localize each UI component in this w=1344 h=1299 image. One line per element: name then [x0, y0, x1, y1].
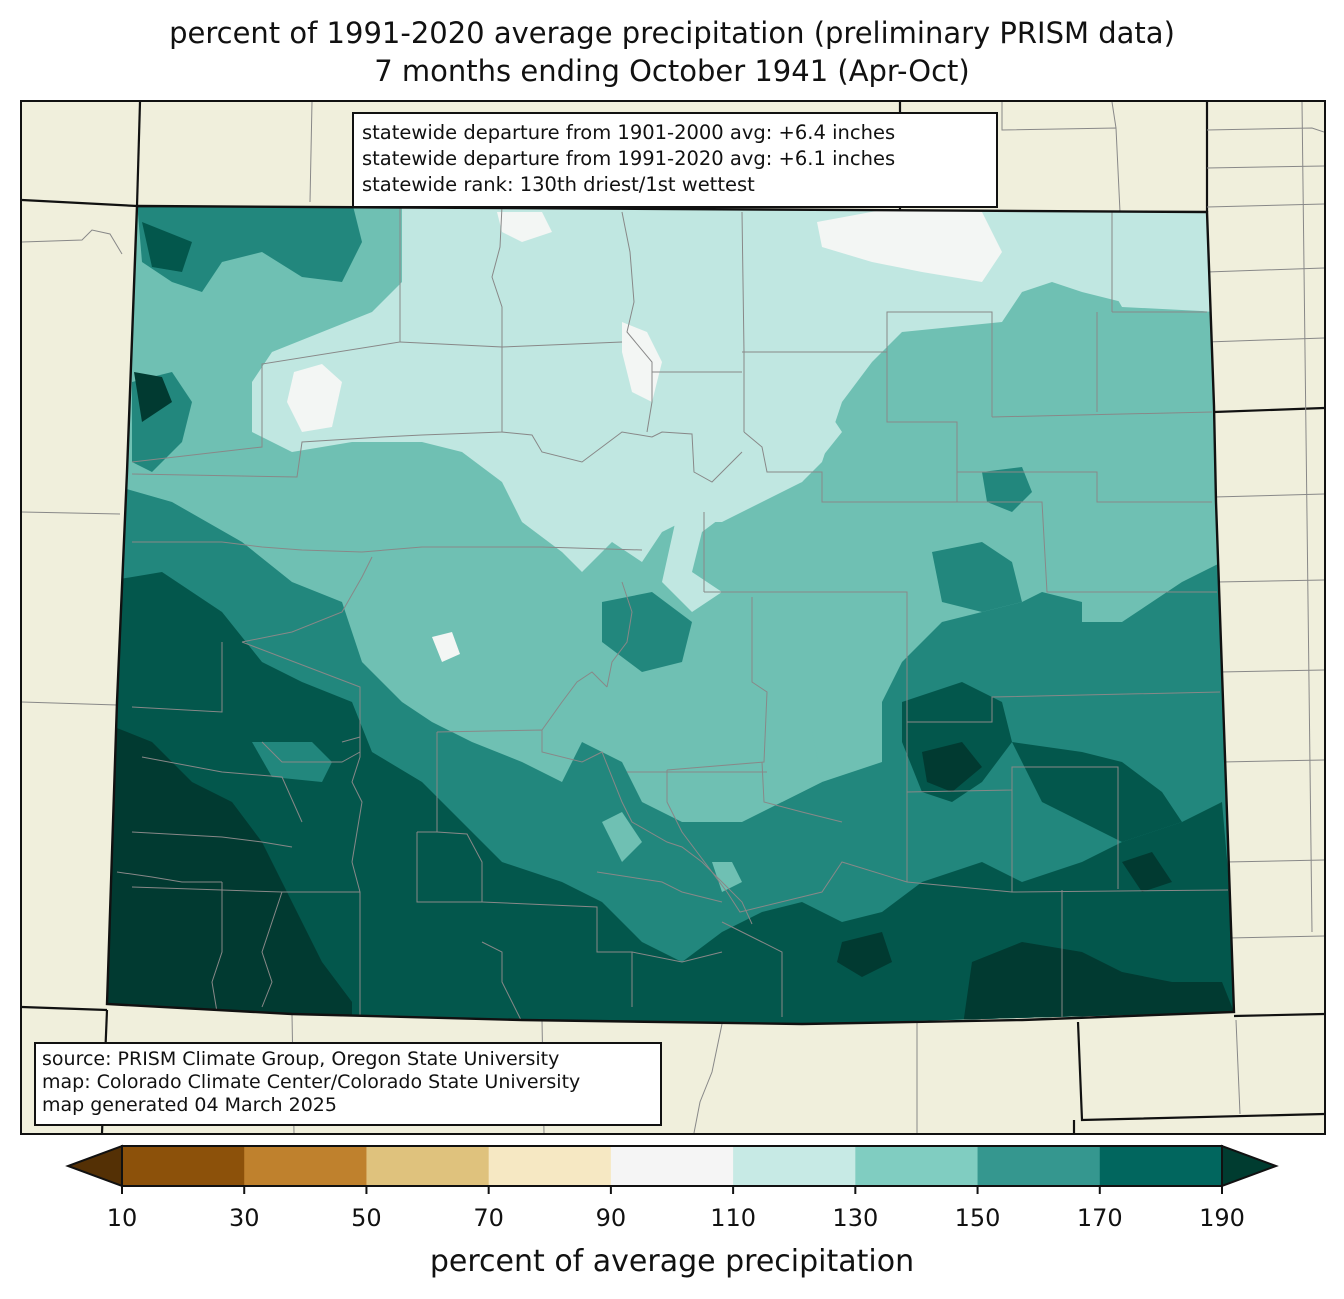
colorbar-under-arrow — [65, 1144, 123, 1188]
source-line-2: map: Colorado Climate Center/Colorado St… — [42, 1071, 581, 1093]
colorbar-over-arrow — [1221, 1144, 1279, 1188]
colorbar-tick-label: 190 — [1199, 1204, 1245, 1232]
precipitation-map — [22, 102, 1324, 1133]
colorado-state-border — [105, 204, 1236, 1026]
colorbar-tick-label: 110 — [710, 1204, 757, 1232]
colorbar-cell — [977, 1146, 1101, 1186]
colorbar-cell — [733, 1146, 856, 1186]
stats-line-2: statewide departure from 1991-2020 avg: … — [362, 147, 896, 170]
map-frame: statewide departure from 1901-2000 avg: … — [20, 100, 1326, 1135]
statewide-stats-box: statewide departure from 1901-2000 avg: … — [352, 112, 998, 208]
colorbar-cell — [122, 1146, 245, 1186]
colorbar-ticks — [121, 1186, 1223, 1194]
colorbar-outline — [121, 1145, 1223, 1187]
colorbar-cell — [1099, 1146, 1223, 1186]
stats-line-3: statewide rank: 130th driest/1st wettest — [362, 173, 755, 196]
colorbar-cell — [855, 1146, 979, 1186]
colorbar-cell — [488, 1146, 612, 1186]
colorbar-tick-label: 50 — [351, 1204, 382, 1232]
colorbar — [65, 1144, 1279, 1194]
colorbar-label: percent of average precipitation — [429, 1244, 915, 1279]
colorbar-tick-label: 170 — [1076, 1204, 1123, 1232]
colorbar-tick-label: 70 — [473, 1204, 504, 1232]
colorbar-cell — [366, 1146, 490, 1186]
colorbar-tick-label: 10 — [106, 1204, 138, 1232]
stats-line-1: statewide departure from 1901-2000 avg: … — [362, 121, 896, 144]
source-line-3: map generated 04 March 2025 — [42, 1094, 337, 1116]
map-title-line-2: 7 months ending October 1941 (Apr-Oct) — [374, 54, 970, 88]
colorado-precipitation-field — [107, 206, 1234, 1024]
colorbar-cell — [610, 1146, 734, 1186]
source-box: source: PRISM Climate Group, Oregon Stat… — [34, 1042, 662, 1126]
colorbar-cells — [122, 1146, 1223, 1186]
colorbar-tick-label: 150 — [954, 1204, 1001, 1232]
colorbar-tick-label: 30 — [228, 1204, 260, 1232]
source-line-1: source: PRISM Climate Group, Oregon Stat… — [42, 1048, 560, 1070]
map-title-line-1: percent of 1991-2020 average precipitati… — [169, 16, 1175, 50]
colorbar-cell — [244, 1146, 367, 1186]
colorbar-tick-label: 130 — [832, 1204, 879, 1232]
colorbar-tick-label: 90 — [595, 1204, 627, 1232]
colorado-county-lines — [116, 206, 1229, 1023]
